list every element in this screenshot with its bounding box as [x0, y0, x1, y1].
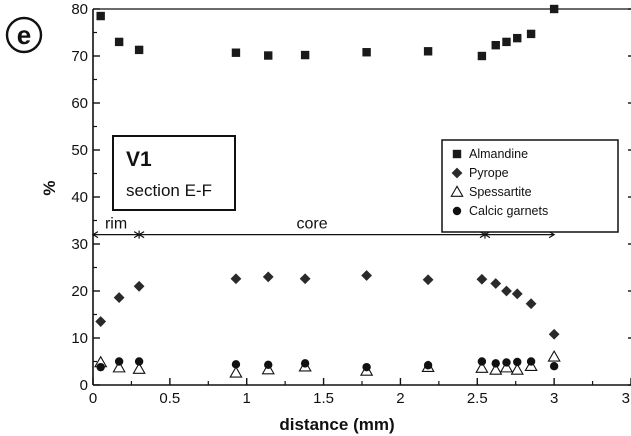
- data-point: [423, 361, 433, 370]
- data-point: [475, 361, 489, 373]
- data-point: [501, 285, 512, 297]
- data-point: [134, 357, 144, 366]
- series-almandine: [96, 4, 559, 61]
- data-point: [526, 29, 536, 39]
- x-tick-label: 0: [89, 390, 97, 407]
- data-point: [499, 360, 514, 373]
- data-point: [361, 270, 373, 281]
- data-point: [112, 360, 126, 373]
- data-point: [96, 362, 105, 372]
- data-point: [231, 360, 241, 369]
- series-calcic-garnets: [96, 357, 559, 372]
- data-point: [549, 362, 559, 371]
- data-points: [94, 4, 561, 378]
- data-point: [491, 359, 500, 368]
- data-point: [134, 45, 144, 55]
- legend: Almandine Pyrope Spessartite Calcic garnets: [441, 139, 619, 233]
- data-point: [96, 11, 105, 21]
- x-axis-label: distance (mm): [279, 415, 394, 434]
- series-pyrope: [95, 270, 560, 340]
- legend-marker: [450, 185, 464, 197]
- series-spessartite: [94, 349, 561, 378]
- legend-label: Pyrope: [469, 166, 509, 180]
- x-axis-ticks: 0 0.5 1 1.5 2 2.5 3 3: [89, 378, 631, 407]
- legend-label: Calcic garnets: [469, 204, 548, 218]
- region-arrow-left: [91, 231, 99, 239]
- data-point: [264, 51, 273, 60]
- data-point: [477, 357, 487, 366]
- data-point: [132, 362, 146, 374]
- region-label: core: [296, 216, 327, 233]
- data-point: [300, 50, 310, 60]
- data-point: [502, 37, 511, 47]
- sample-box: V1 section E-F: [112, 135, 236, 211]
- data-point: [510, 363, 524, 375]
- data-point: [490, 278, 502, 289]
- y-tick-label: 40: [71, 189, 88, 206]
- data-point: [526, 357, 536, 366]
- data-point: [114, 357, 124, 366]
- y-axis-label: %: [40, 180, 59, 195]
- x-tick-label: 3: [622, 390, 630, 407]
- legend-box: [441, 139, 619, 233]
- data-point: [513, 357, 522, 367]
- y-tick-label: 30: [71, 236, 88, 253]
- data-point: [422, 274, 434, 286]
- sample-subtitle: section E-F: [126, 181, 212, 200]
- y-tick-label: 50: [71, 142, 88, 159]
- data-point: [477, 51, 487, 61]
- x-tick-label: 1.5: [313, 390, 334, 407]
- data-point: [525, 298, 537, 310]
- y-tick-label: 60: [71, 95, 88, 112]
- legend-marker: [452, 149, 462, 159]
- y-tick-label: 70: [71, 48, 88, 65]
- data-point: [264, 360, 273, 369]
- y-tick-label: 80: [71, 1, 88, 18]
- legend-label: Almandine: [469, 147, 528, 161]
- x-tick-label: 3: [550, 390, 558, 407]
- x-tick-label: 1: [243, 390, 251, 407]
- region-label: rim: [105, 216, 127, 233]
- data-point: [476, 273, 488, 285]
- sample-title: V1: [126, 148, 152, 171]
- data-point: [511, 288, 523, 300]
- data-point: [548, 328, 560, 340]
- data-point: [231, 48, 241, 57]
- legend-marker: [452, 206, 462, 216]
- data-point: [549, 4, 559, 14]
- x-tick-label: 2: [396, 390, 404, 407]
- data-point: [229, 365, 243, 378]
- x-tick-label: 2.5: [467, 390, 488, 407]
- data-point: [491, 40, 500, 50]
- data-point: [230, 273, 242, 285]
- panel-letter: e: [17, 20, 31, 50]
- data-point: [299, 273, 311, 285]
- y-tick-label: 20: [71, 283, 88, 300]
- data-point: [362, 362, 371, 372]
- data-point: [362, 48, 371, 57]
- y-tick-label: 0: [80, 377, 88, 394]
- data-point: [423, 47, 433, 56]
- data-point: [547, 349, 561, 362]
- data-point: [300, 359, 310, 368]
- legend-label: Spessartite: [469, 185, 532, 199]
- data-point: [262, 271, 274, 283]
- panel-label: e: [5, 16, 43, 54]
- y-tick-label: 10: [71, 330, 88, 347]
- data-point: [114, 37, 124, 47]
- data-point: [513, 33, 522, 43]
- x-tick-label: 0.5: [159, 390, 180, 407]
- data-point: [95, 316, 107, 327]
- legend-marker: [451, 167, 463, 179]
- data-point: [502, 358, 511, 367]
- y-axis-ticks: 0 10 20 30 40 50 60 70 80: [71, 1, 631, 394]
- data-point: [489, 363, 503, 375]
- data-point: [133, 280, 145, 292]
- data-point: [113, 292, 125, 303]
